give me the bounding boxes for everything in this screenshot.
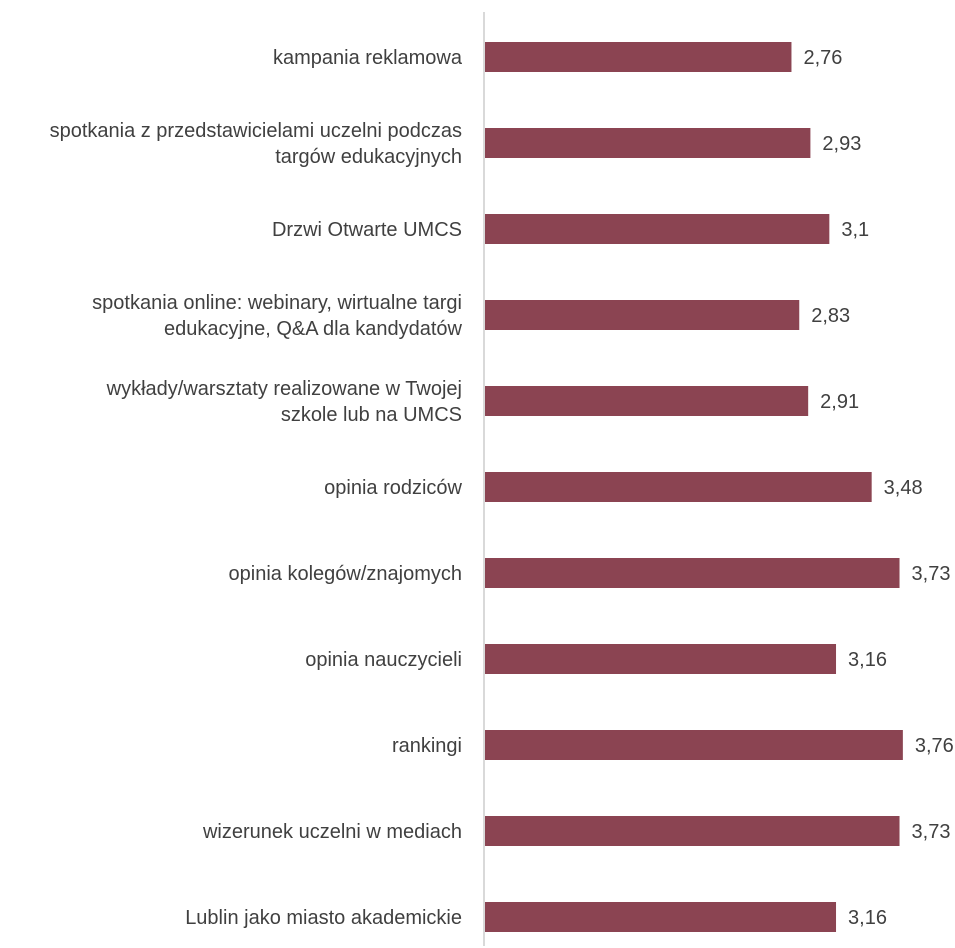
- category-label: wizerunek uczelni w mediach: [202, 821, 462, 843]
- bar: [484, 214, 830, 244]
- category-label-line: szkole lub na UMCS: [281, 404, 462, 426]
- category-label-line: rankingi: [392, 735, 462, 757]
- category-label: Drzwi Otwarte UMCS: [272, 219, 462, 241]
- category-label: opinia nauczycieli: [305, 649, 462, 671]
- value-label: 2,76: [803, 47, 842, 69]
- value-label: 2,93: [822, 133, 861, 155]
- category-label-line: edukacyjne, Q&A dla kandydatów: [164, 318, 463, 340]
- category-label-line: spotkania z przedstawicielami uczelni po…: [50, 120, 462, 142]
- category-label: spotkania z przedstawicielami uczelni po…: [50, 120, 462, 168]
- bar: [484, 386, 809, 416]
- category-label-line: spotkania online: webinary, wirtualne ta…: [92, 292, 462, 314]
- category-label: kampania reklamowa: [273, 47, 463, 69]
- category-label: Lublin jako miasto akademickie: [185, 907, 462, 929]
- value-label: 2,91: [820, 391, 859, 413]
- category-labels: kampania reklamowa spotkania z przedstawi…: [50, 47, 463, 929]
- value-label: 3,16: [848, 649, 887, 671]
- category-label-line: kampania reklamowa: [273, 47, 463, 69]
- bar: [484, 128, 811, 158]
- value-label: 3,48: [884, 477, 923, 499]
- category-label-line: Drzwi Otwarte UMCS: [272, 219, 462, 241]
- bar: [484, 42, 792, 72]
- bars: [484, 42, 903, 932]
- bar: [484, 300, 800, 330]
- category-label: opinia rodziców: [324, 477, 462, 499]
- value-label: 3,73: [912, 563, 951, 585]
- bar: [484, 816, 900, 846]
- bar: [484, 472, 872, 502]
- category-label-line: opinia nauczycieli: [305, 649, 462, 671]
- category-label-line: Lublin jako miasto akademickie: [185, 907, 462, 929]
- category-label-line: targów edukacyjnych: [275, 146, 462, 168]
- category-label: rankingi: [392, 735, 462, 757]
- bar: [484, 558, 900, 588]
- bar: [484, 644, 837, 674]
- value-label: 3,76: [915, 735, 954, 757]
- category-label: spotkania online: webinary, wirtualne ta…: [92, 292, 462, 340]
- value-label: 2,83: [811, 305, 850, 327]
- category-label: opinia kolegów/znajomych: [229, 563, 462, 585]
- bar: [484, 902, 837, 932]
- value-label: 3,1: [841, 219, 869, 241]
- category-label: wykłady/warsztaty realizowane w Twojej sz…: [106, 378, 462, 426]
- value-label: 3,73: [912, 821, 951, 843]
- bar: [484, 730, 903, 760]
- category-label-line: wykłady/warsztaty realizowane w Twojej: [106, 378, 462, 400]
- category-label-line: opinia rodziców: [324, 477, 462, 499]
- value-label: 3,16: [848, 907, 887, 929]
- value-labels: 2,76 2,93 3,1 2,83 2,91 3,48 3,73 3,16 3,76 3,73 3…: [803, 47, 953, 929]
- category-label-line: wizerunek uczelni w mediach: [202, 821, 462, 843]
- category-label-line: opinia kolegów/znajomych: [229, 563, 462, 585]
